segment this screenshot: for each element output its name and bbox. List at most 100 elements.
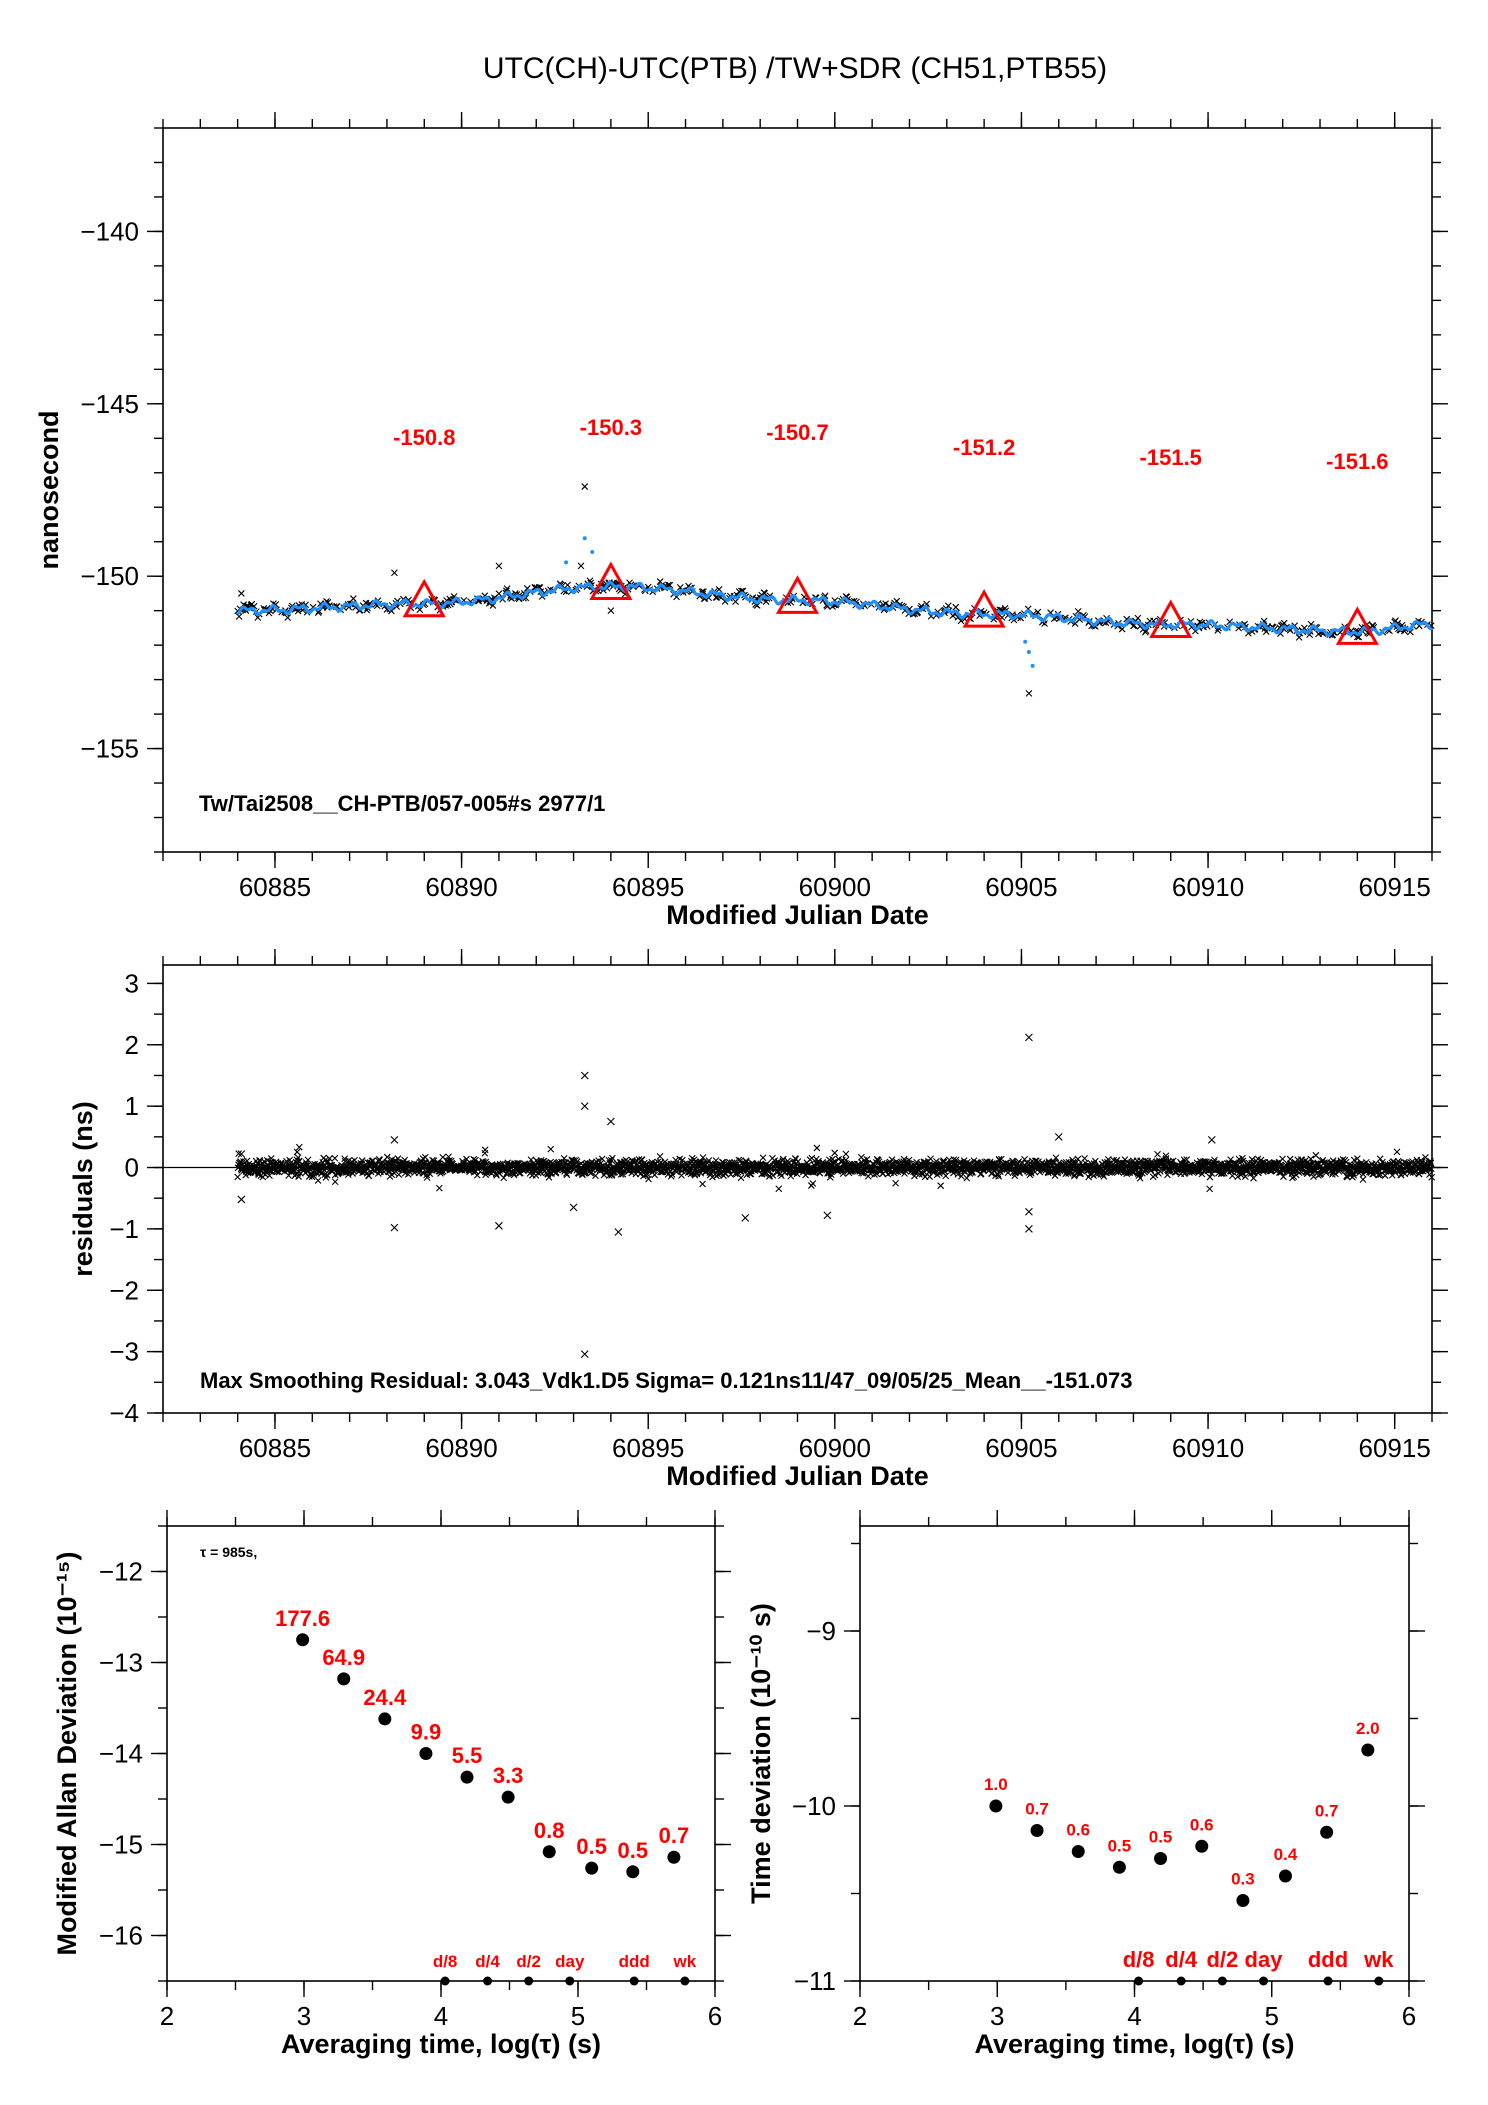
- data-point: [1359, 1176, 1367, 1183]
- chart-title: UTC(CH)-UTC(PTB) /TW+SDR (CH51,PTB55): [483, 52, 1107, 85]
- period-mark-label: d/2: [1206, 1947, 1238, 1972]
- deviation-value-label: 0.3: [1231, 1870, 1255, 1889]
- data-point: [234, 1173, 242, 1181]
- deviation-value-label: 0.6: [1066, 1821, 1090, 1840]
- data-point: [1136, 1174, 1144, 1182]
- data-point: [547, 1145, 555, 1153]
- time-series-panel: 60885 60890 60895 60900 60905 60910 60915 −140 −…: [34, 112, 1448, 930]
- data-point: [235, 1150, 243, 1158]
- marker-value-label: -150.3: [580, 415, 642, 440]
- period-mark-point: [1323, 1976, 1333, 1986]
- data-point: [1422, 1154, 1429, 1161]
- data-point: [1194, 1167, 1202, 1174]
- data-point: [937, 1182, 945, 1190]
- deviation-point: [419, 1747, 433, 1760]
- data-point: [1054, 1132, 1063, 1141]
- smoothed-outlier: [1023, 639, 1028, 644]
- period-mark-point: [680, 1976, 690, 1986]
- data-point: [537, 1157, 545, 1164]
- data-point: [606, 1117, 615, 1126]
- period-mark-label: d/8: [1123, 1947, 1155, 1972]
- data-point: [295, 1173, 302, 1180]
- data-point: [516, 1169, 524, 1177]
- data-point: [735, 1156, 743, 1164]
- data-point: [534, 1159, 542, 1166]
- period-mark-point: [565, 1976, 575, 1986]
- deviation-value-label: 0.5: [1149, 1828, 1173, 1847]
- data-point: [1094, 1170, 1101, 1178]
- data-point: [842, 1156, 850, 1164]
- data-point: [1015, 1158, 1023, 1166]
- x-axis-label: Modified Julian Date: [666, 900, 929, 930]
- data-point: [1428, 1173, 1436, 1181]
- deviation-value-label: 0.6: [1190, 1815, 1214, 1834]
- data-point: [255, 1171, 263, 1179]
- data-point: [952, 603, 960, 611]
- period-mark-label: ddd: [619, 1952, 650, 1971]
- y-tick-label: −13: [99, 1648, 143, 1678]
- data-point: [237, 590, 245, 597]
- data-point: [395, 1171, 403, 1179]
- data-point: [963, 1174, 971, 1182]
- data-point: [927, 1155, 934, 1163]
- deviation-value-label: 0.5: [576, 1834, 607, 1859]
- period-mark-point: [1374, 1976, 1384, 1986]
- data-point: [619, 1170, 627, 1178]
- period-mark-point: [440, 1976, 450, 1986]
- data-point: [390, 1136, 399, 1144]
- data-point: [1427, 1165, 1435, 1173]
- data-point: [1025, 1207, 1033, 1216]
- deviation-value-label: 0.7: [1315, 1801, 1339, 1820]
- triangle-marker: [962, 589, 1006, 628]
- smoothed-outlier: [1030, 663, 1035, 668]
- deviation-point: [1278, 1869, 1292, 1883]
- x-tick-label: 60885: [239, 872, 311, 902]
- data-point: [609, 1154, 616, 1162]
- marker-value-label: -151.6: [1326, 449, 1388, 474]
- data-point: [1322, 1169, 1330, 1177]
- data-point: [1238, 1154, 1246, 1162]
- x-tick-label: 60885: [239, 1433, 311, 1463]
- y-tick-label: 2: [125, 1030, 139, 1060]
- data-point: [383, 1153, 391, 1161]
- data-point: [1393, 1148, 1401, 1156]
- x-axis-label: Averaging time, log(τ) (s): [974, 2029, 1294, 2059]
- data-point: [1100, 1172, 1108, 1180]
- x-tick-label: 4: [434, 2001, 448, 2031]
- period-mark-label: d/4: [1165, 1947, 1198, 1972]
- plot-frame: [162, 964, 1433, 1414]
- time-deviation-panel: 2 3 4 5 6 −9 −10 −11 Averaging time, log(τ) (s) T…: [746, 1510, 1425, 2059]
- data-point: [267, 1154, 275, 1162]
- data-point: [577, 562, 585, 570]
- data-point: [1369, 622, 1377, 629]
- plot-frame: [166, 1525, 716, 1982]
- y-tick-label: 1: [125, 1091, 139, 1121]
- data-point: [779, 1155, 787, 1163]
- data-point: [769, 1172, 777, 1179]
- data-point: [1219, 1170, 1226, 1177]
- data-point: [394, 1155, 402, 1162]
- marker-value-label: -150.7: [766, 420, 828, 445]
- data-point: [892, 1179, 900, 1187]
- deviation-point: [1361, 1743, 1375, 1757]
- period-mark-label: d/8: [433, 1952, 458, 1971]
- data-point: [391, 569, 398, 577]
- data-point: [857, 1153, 865, 1161]
- data-point: [679, 1156, 686, 1164]
- data-point: [715, 585, 723, 593]
- data-point: [1162, 1152, 1170, 1160]
- period-mark-label: d/4: [475, 1952, 500, 1971]
- data-point: [919, 1167, 927, 1175]
- y-tick-label: −150: [80, 561, 139, 591]
- x-tick-label: 4: [1127, 2001, 1141, 2031]
- deviation-value-label: 3.3: [493, 1763, 524, 1788]
- data-point: [1206, 1173, 1214, 1181]
- deviation-point: [460, 1770, 474, 1784]
- y-tick-label: −14: [99, 1739, 143, 1769]
- triangle-marker: [775, 575, 820, 614]
- data-point: [592, 1172, 599, 1180]
- data-point: [1310, 1173, 1317, 1181]
- data-point: [1034, 608, 1042, 616]
- deviation-value-label: 0.4: [1274, 1845, 1298, 1864]
- data-point: [1052, 1154, 1060, 1162]
